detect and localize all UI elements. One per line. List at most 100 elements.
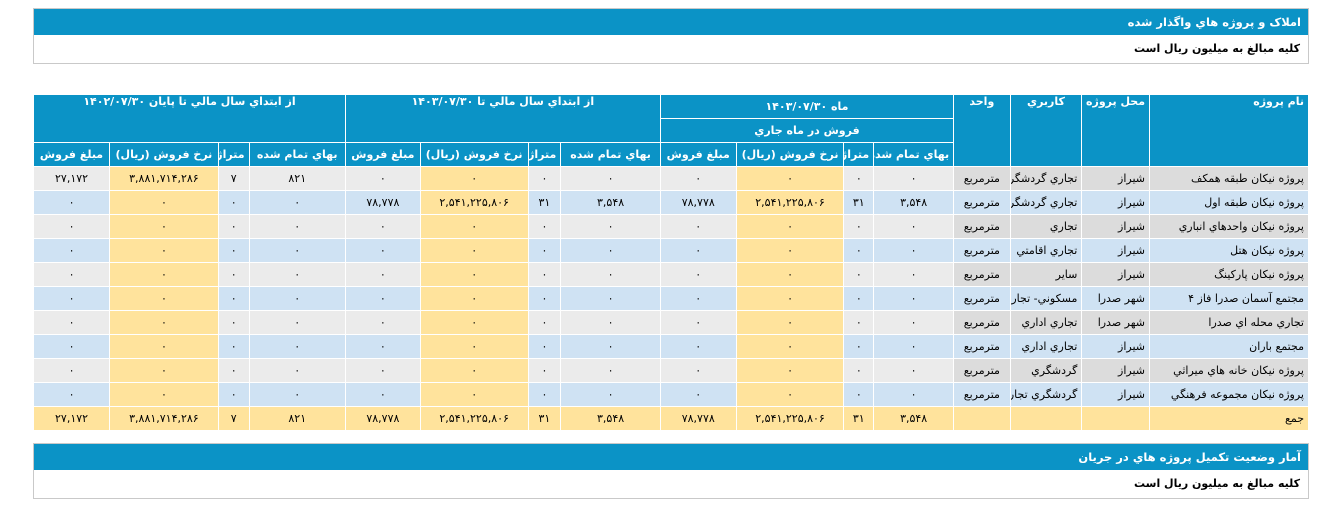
section-title: آمار وضعيت تکميل پروژه هاي در جريان xyxy=(34,444,1308,470)
cell-unit: مترمربع xyxy=(953,286,1011,311)
col-cost: بهاي تمام شده xyxy=(560,142,661,167)
cell-value: ۰ xyxy=(344,214,421,239)
cell-value: ۰ xyxy=(659,214,737,239)
cell-value: ۰ xyxy=(659,286,737,311)
cell-value: ۰ xyxy=(873,358,955,383)
cell-value: ۰ xyxy=(735,310,845,335)
cell-value: ۰ xyxy=(873,238,955,263)
cell-value: ۰ xyxy=(560,214,661,239)
cell-value: ۰ xyxy=(735,214,845,239)
cell-location: شيراز xyxy=(1081,214,1151,239)
col-amount: مبلغ فروش xyxy=(344,142,421,167)
cell-usage: مسکوني- تجاري xyxy=(1009,286,1083,311)
cell-value: ۰ xyxy=(527,382,562,407)
cell-usage: تجاري اداري xyxy=(1009,310,1083,335)
cell-unit: مترمربع xyxy=(953,190,1011,215)
cell-project-name: پروژه نيکان طبقه همکف xyxy=(1149,166,1309,191)
section-in-progress: آمار وضعيت تکميل پروژه هاي در جريان کليه… xyxy=(33,443,1309,499)
cell-total-value: ۷۸,۷۷۸ xyxy=(344,406,421,431)
table-row: مجتمع آسمان صدرا فاز ۴ شهر صدرا مسکوني- تج… xyxy=(32,286,1309,311)
cell-value: ۰ xyxy=(419,262,529,287)
cell-usage: ساير xyxy=(1009,262,1083,287)
cell-usage: تجاري اداري xyxy=(1009,334,1083,359)
cell-value: ۰ xyxy=(217,262,250,287)
col-cost: بهاي تمام شده xyxy=(873,142,955,167)
cell-value: ۰ xyxy=(248,190,346,215)
cell-value: ۷۸,۷۷۸ xyxy=(659,190,737,215)
cell-total-value: ۳,۵۴۸ xyxy=(560,406,661,431)
cell-value: ۰ xyxy=(344,238,421,263)
cell-value: ۰ xyxy=(873,310,955,335)
cell-value: ۰ xyxy=(344,286,421,311)
cell-value: ۰ xyxy=(843,358,875,383)
col-area: متراژ xyxy=(527,142,562,167)
cell-project-name: پروژه نيکان پارکينگ xyxy=(1149,262,1309,287)
cell-empty xyxy=(953,406,1011,431)
cell-unit: مترمربع xyxy=(953,334,1011,359)
cell-location: شهر صدرا xyxy=(1081,310,1151,335)
col-rate: نرخ فروش (ريال) xyxy=(419,142,529,167)
cell-value: ۳۱ xyxy=(843,190,875,215)
cell-usage: گردشگري xyxy=(1009,358,1083,383)
cell-value: ۰ xyxy=(873,214,955,239)
cell-location: شيراز xyxy=(1081,166,1151,191)
col-location: محل پروژه xyxy=(1081,94,1151,167)
cell-value: ۰ xyxy=(109,286,219,311)
cell-value: ۰ xyxy=(873,382,955,407)
cell-location: شيراز xyxy=(1081,334,1151,359)
cell-project-name: مجتمع آسمان صدرا فاز ۴ xyxy=(1149,286,1309,311)
cell-value: ۸۲۱ xyxy=(248,166,346,191)
cell-project-name: پروژه نيکان هتل xyxy=(1149,238,1309,263)
table-row: پروژه نيکان واحدهاي انباري شيراز تجاري مترم… xyxy=(32,214,1309,239)
cell-value: ۰ xyxy=(217,238,250,263)
table-row: مجتمع باران شيراز تجاري اداري مترمربع ۰ ۰ ۰ ۰ ۰ ۰… xyxy=(32,334,1309,359)
cell-value: ۰ xyxy=(560,358,661,383)
cell-value: ۰ xyxy=(419,286,529,311)
cell-value: ۰ xyxy=(843,166,875,191)
table-row: پروژه نيکان خانه هاي ميراثي شيراز گردشگري م… xyxy=(32,358,1309,383)
cell-value: ۷۸,۷۷۸ xyxy=(344,190,421,215)
cell-total-value: ۸۲۱ xyxy=(248,406,346,431)
cell-value: ۰ xyxy=(527,358,562,383)
cell-value: ۰ xyxy=(109,334,219,359)
cell-value: ۰ xyxy=(735,334,845,359)
cell-value: ۰ xyxy=(527,262,562,287)
cell-value: ۰ xyxy=(843,238,875,263)
cell-value: ۰ xyxy=(109,214,219,239)
cell-value: ۰ xyxy=(419,334,529,359)
cell-value: ۰ xyxy=(659,262,737,287)
cell-project-name: پروژه نيکان خانه هاي ميراثي xyxy=(1149,358,1309,383)
cell-value: ۰ xyxy=(217,310,250,335)
cell-value: ۰ xyxy=(659,382,737,407)
cell-total-value: ۳۱ xyxy=(527,406,562,431)
col-group-ytd-previous: از ابتداي سال مالي تا پايان ۱۴۰۲/۰۷/۳۰ xyxy=(33,94,346,143)
cell-value: ۰ xyxy=(32,358,111,383)
cell-value: ۰ xyxy=(843,214,875,239)
col-area: متراژ xyxy=(843,142,875,167)
cell-value: ۰ xyxy=(735,166,845,191)
table-row: پروژه نيکان مجموعه فرهنگي شيراز گردشگري تج… xyxy=(32,382,1309,407)
cell-usage: گردشگري تجاري xyxy=(1009,382,1083,407)
cell-value: ۰ xyxy=(109,238,219,263)
cell-value: ۰ xyxy=(560,166,661,191)
cell-total-value: ۲۷,۱۷۲ xyxy=(32,406,111,431)
cell-value: ۰ xyxy=(217,382,250,407)
cell-value: ۰ xyxy=(32,310,111,335)
cell-value: ۳,۵۴۸ xyxy=(560,190,661,215)
cell-value: ۰ xyxy=(419,358,529,383)
cell-total-value: ۷ xyxy=(217,406,250,431)
col-usage: کاربري xyxy=(1009,94,1083,167)
section-title: املاک و پروژه هاي واگذار شده xyxy=(34,9,1308,35)
cell-total-value: ۷۸,۷۷۸ xyxy=(659,406,737,431)
col-area: متراژ xyxy=(217,142,250,167)
cell-value: ۰ xyxy=(344,382,421,407)
cell-value: ۷ xyxy=(217,166,250,191)
col-amount: مبلغ فروش xyxy=(659,142,737,167)
cell-value: ۰ xyxy=(659,310,737,335)
cell-location: شيراز xyxy=(1081,262,1151,287)
cell-usage: تجاري گردشگري xyxy=(1009,166,1083,191)
cell-value: ۰ xyxy=(659,238,737,263)
cell-value: ۲,۵۴۱,۲۲۵,۸۰۶ xyxy=(419,190,529,215)
